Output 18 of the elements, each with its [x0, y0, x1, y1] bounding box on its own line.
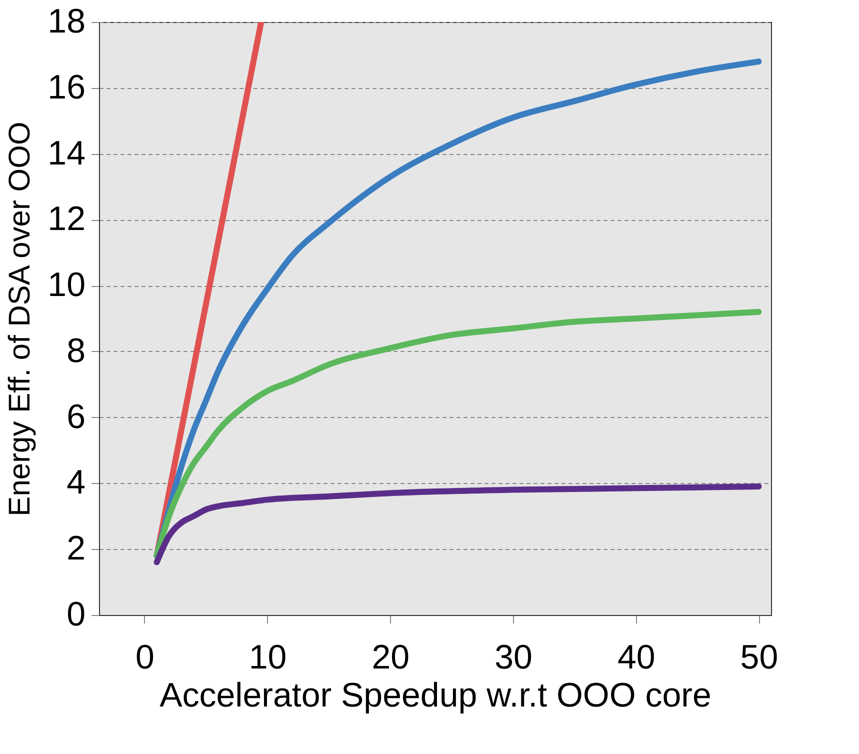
x-tick-label: 20	[372, 638, 410, 676]
y-axis-title: Energy Eff. of DSA over OOO	[4, 122, 37, 516]
y-tick-label: 10	[48, 266, 86, 304]
x-tick-label: 10	[248, 638, 287, 676]
y-tick-label: 14	[48, 134, 86, 172]
y-tick-label: 8	[66, 332, 86, 370]
y-tick-label: 16	[48, 68, 86, 106]
x-tick-label: 40	[617, 638, 656, 676]
x-tick-label: 0	[135, 638, 154, 676]
y-tick-label: 0	[66, 596, 86, 634]
y-tick-label: 2	[66, 530, 86, 568]
x-tick-label: 30	[494, 638, 532, 676]
y-tick-label: 6	[66, 398, 86, 436]
y-tick-label: 4	[66, 464, 86, 502]
y-tick-label: 18	[48, 2, 86, 40]
x-tick-label: 50	[740, 638, 778, 676]
x-axis-title: Accelerator Speedup w.r.t OOO core	[160, 676, 712, 714]
y-tick-label: 12	[48, 200, 86, 238]
